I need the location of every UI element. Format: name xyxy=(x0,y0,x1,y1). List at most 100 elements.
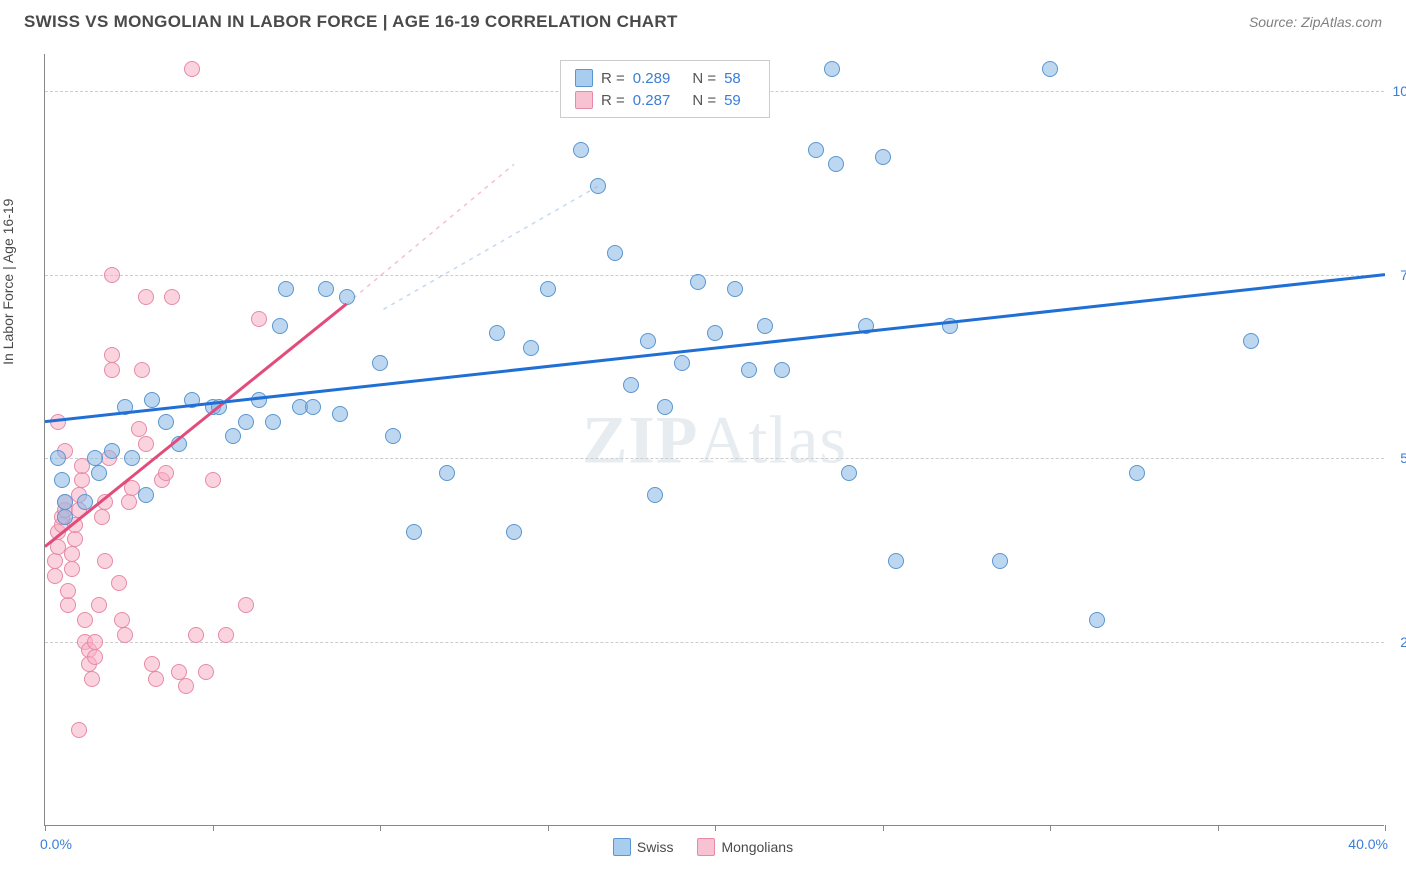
swiss-point xyxy=(992,553,1008,569)
mongolian-point xyxy=(218,627,234,643)
y-tick-label: 75.0% xyxy=(1388,267,1406,283)
mongolian-point xyxy=(60,583,76,599)
swiss-point xyxy=(489,325,505,341)
mongolian-point xyxy=(178,678,194,694)
swiss-point xyxy=(1243,333,1259,349)
mongolian-point xyxy=(64,561,80,577)
y-tick-label: 50.0% xyxy=(1388,450,1406,466)
y-tick-label: 25.0% xyxy=(1388,634,1406,650)
trend-line xyxy=(45,54,1385,826)
mongolian-point xyxy=(131,421,147,437)
swiss-point xyxy=(124,450,140,466)
swiss-point xyxy=(54,472,70,488)
x-tick xyxy=(715,825,716,831)
watermark: ZIPAtlas xyxy=(582,400,847,479)
swiss-point xyxy=(623,377,639,393)
mongolian-point xyxy=(205,472,221,488)
gridline xyxy=(45,458,1384,459)
swiss-point xyxy=(942,318,958,334)
mongolian-point xyxy=(184,61,200,77)
mongolian-swatch xyxy=(697,838,715,856)
swiss-point xyxy=(238,414,254,430)
stats-legend: R =0.289N =58R =0.287N =59 xyxy=(560,60,770,118)
swiss-point xyxy=(1129,465,1145,481)
swiss-point xyxy=(540,281,556,297)
swiss-point xyxy=(707,325,723,341)
swiss-point xyxy=(657,399,673,415)
swiss-point xyxy=(57,509,73,525)
mongolian-point xyxy=(138,289,154,305)
scatter-chart: ZIPAtlas 25.0%50.0%75.0%100.0% xyxy=(44,54,1384,826)
swiss-point xyxy=(171,436,187,452)
r-value: 0.287 xyxy=(633,92,671,109)
swiss-point xyxy=(77,494,93,510)
n-label: N = xyxy=(692,70,716,87)
mongolian-point xyxy=(47,568,63,584)
swiss-point xyxy=(523,340,539,356)
swiss-point xyxy=(858,318,874,334)
swiss-point xyxy=(104,443,120,459)
mongolian-point xyxy=(74,472,90,488)
trend-line xyxy=(45,54,1385,826)
swiss-point xyxy=(385,428,401,444)
mongolian-point xyxy=(94,509,110,525)
swiss-point xyxy=(1089,612,1105,628)
swiss-point xyxy=(1042,61,1058,77)
swiss-point xyxy=(774,362,790,378)
swiss-point xyxy=(888,553,904,569)
mongolian-point xyxy=(71,722,87,738)
series-legend: Swiss Mongolians xyxy=(0,838,1406,856)
mongolian-point xyxy=(198,664,214,680)
swiss-point xyxy=(117,399,133,415)
x-tick xyxy=(45,825,46,831)
mongolian-point xyxy=(104,267,120,283)
mongolian-point xyxy=(97,553,113,569)
y-axis-title: In Labor Force | Age 16-19 xyxy=(0,199,16,365)
mongolian-point xyxy=(164,289,180,305)
x-tick xyxy=(1385,825,1386,831)
mongolian-point xyxy=(91,597,107,613)
mongolian-point xyxy=(251,311,267,327)
mongolian-point xyxy=(114,612,130,628)
x-tick xyxy=(1218,825,1219,831)
swiss-point xyxy=(184,392,200,408)
swiss-point xyxy=(339,289,355,305)
mongolian-point xyxy=(171,664,187,680)
swiss-point xyxy=(674,355,690,371)
gridline xyxy=(45,642,1384,643)
x-tick xyxy=(380,825,381,831)
r-value: 0.289 xyxy=(633,70,671,87)
mongolian-point xyxy=(87,649,103,665)
swiss-point xyxy=(439,465,455,481)
mongolian-point xyxy=(144,656,160,672)
swiss-point xyxy=(318,281,334,297)
n-label: N = xyxy=(692,92,716,109)
swiss-point xyxy=(372,355,388,371)
swiss-swatch xyxy=(575,69,593,87)
legend-item-swiss: Swiss xyxy=(613,838,674,856)
mongolian-point xyxy=(97,494,113,510)
mongolian-point xyxy=(188,627,204,643)
mongolian-point xyxy=(84,671,100,687)
swiss-point xyxy=(727,281,743,297)
legend-label: Mongolians xyxy=(721,839,793,855)
mongolian-point xyxy=(148,671,164,687)
swiss-point xyxy=(647,487,663,503)
legend-label: Swiss xyxy=(637,839,674,855)
swiss-point xyxy=(265,414,281,430)
swiss-point xyxy=(158,414,174,430)
x-tick xyxy=(1050,825,1051,831)
legend-item-mongolian: Mongolians xyxy=(697,838,793,856)
x-tick xyxy=(213,825,214,831)
x-tick xyxy=(548,825,549,831)
mongolian-point xyxy=(64,546,80,562)
mongolian-point xyxy=(67,531,83,547)
chart-title: SWISS VS MONGOLIAN IN LABOR FORCE | AGE … xyxy=(24,12,678,32)
swiss-point xyxy=(91,465,107,481)
swiss-point xyxy=(50,450,66,466)
swiss-point xyxy=(808,142,824,158)
swiss-point xyxy=(144,392,160,408)
mongolian-point xyxy=(134,362,150,378)
swiss-swatch xyxy=(613,838,631,856)
swiss-point xyxy=(332,406,348,422)
